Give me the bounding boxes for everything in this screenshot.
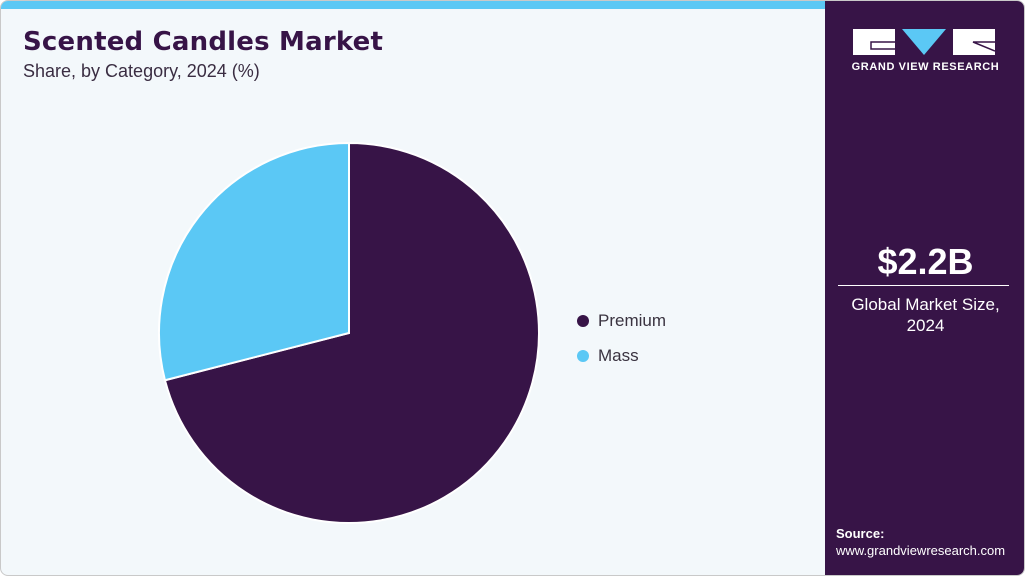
chart-subtitle: Share, by Category, 2024 (%) [23, 61, 260, 81]
market-size-label: Global Market Size, 2024 [825, 294, 1024, 336]
pie-slice-mass [158, 141, 350, 382]
market-label-line2: 2024 [906, 316, 945, 335]
source-link[interactable]: www.grandviewresearch.com [836, 543, 1006, 558]
legend-label: Mass [598, 345, 639, 365]
market-label-line1: Global Market Size, [851, 295, 1000, 314]
pie-chart [158, 141, 540, 524]
legend-item-premium: Premium [577, 303, 666, 338]
legend-item-mass: Mass [577, 338, 666, 373]
gvr-logo-icon [853, 29, 995, 55]
pie-slice-premium [163, 141, 540, 524]
chart-title: Scented Candles Market [23, 27, 384, 57]
accent-bar [1, 1, 825, 9]
source-label: Source: [836, 526, 885, 541]
brand-name: GRAND VIEW RESEARCH [851, 61, 1000, 73]
legend-dot-premium-icon [577, 314, 589, 327]
pie-slices [158, 141, 540, 524]
summary-sidebar: GRAND VIEW RESEARCH $2.2B Global Market … [825, 1, 1024, 575]
divider [838, 285, 1009, 286]
market-size-value: $2.2B [877, 241, 974, 282]
legend-label: Premium [598, 310, 667, 330]
legend: Premium Mass [577, 303, 666, 373]
legend-dot-mass-icon [577, 349, 589, 362]
